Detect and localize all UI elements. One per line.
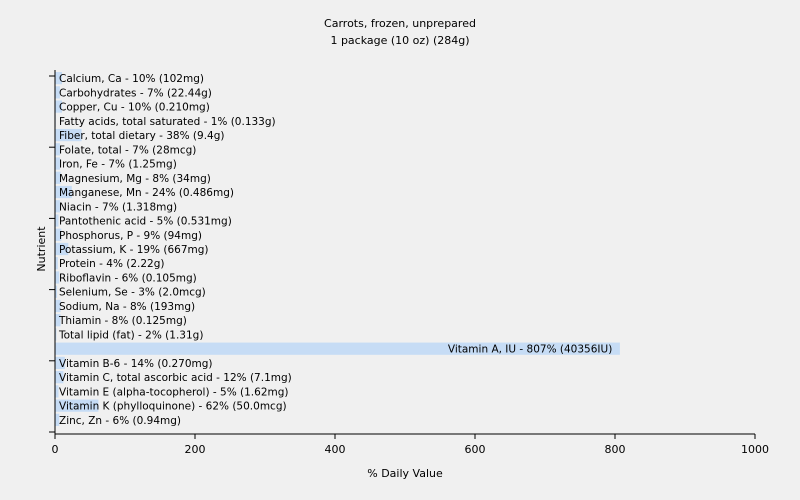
bar (55, 157, 60, 170)
bar (55, 314, 61, 327)
bar-label: Fiber, total dietary - 38% (9.4g) (59, 130, 224, 142)
x-tick-label: 1000 (741, 443, 769, 456)
bar-label: Copper, Cu - 10% (0.210mg) (59, 102, 210, 114)
bar-label: Iron, Fe - 7% (1.25mg) (59, 159, 177, 171)
bar (55, 385, 59, 398)
chart-subtitle: 1 package (10 oz) (284g) (330, 34, 469, 47)
bars-group: Calcium, Ca - 10% (102mg) Carbohydrates -… (55, 72, 620, 427)
bar-label: Vitamin B-6 - 14% (0.270mg) (59, 358, 213, 370)
bar-label: Vitamin K (phylloquinone) - 62% (50.0mcg… (59, 401, 287, 413)
bar (55, 86, 60, 99)
bar-label: Calcium, Ca - 10% (102mg) (59, 73, 204, 85)
bar (55, 285, 58, 298)
bar-label: Phosphorus, P - 9% (94mg) (59, 230, 202, 242)
axes-group: 0 200 400 600 800 1000 (49, 70, 769, 456)
bar (55, 257, 58, 270)
bar-label: Sodium, Na - 8% (193mg) (59, 301, 195, 313)
bar (55, 200, 60, 213)
bar (55, 72, 62, 85)
bar-label: Folate, total - 7% (28mcg) (59, 144, 196, 156)
bar (55, 185, 72, 199)
bar-label: Potassium, K - 19% (667mg) (59, 244, 209, 256)
bar (55, 342, 620, 355)
bar-label: Selenium, Se - 3% (2.0mcg) (59, 287, 206, 299)
bar (55, 128, 82, 142)
bar (55, 413, 60, 426)
bar (55, 100, 62, 113)
bar-label: Vitamin C, total ascorbic acid - 12% (7.… (59, 372, 292, 384)
bar-label: Riboflavin - 6% (0.105mg) (59, 272, 197, 284)
x-tick-label: 200 (185, 443, 206, 456)
bar (55, 271, 60, 284)
bar (55, 299, 61, 313)
chart-title: Carrots, frozen, unprepared (324, 17, 476, 30)
x-tick-label: 600 (465, 443, 486, 456)
bar (55, 214, 59, 227)
bar-label: Pantothenic acid - 5% (0.531mg) (59, 216, 232, 228)
bar-label: Protein - 4% (2.22g) (59, 258, 165, 270)
x-tick-label: 0 (52, 443, 59, 456)
x-axis-label: % Daily Value (367, 467, 443, 480)
bar-label: Magnesium, Mg - 8% (34mg) (59, 173, 211, 185)
bar-label: Vitamin A, IU - 807% (40356IU) (448, 344, 612, 356)
bar (55, 143, 60, 156)
x-tick-label: 800 (605, 443, 626, 456)
bar-label: Thiamin - 8% (0.125mg) (58, 315, 187, 327)
bar-label: Niacin - 7% (1.318mg) (59, 201, 177, 213)
bar (55, 356, 65, 370)
bar (55, 171, 61, 184)
bar-label: Vitamin E (alpha-tocopherol) - 5% (1.62m… (59, 386, 289, 398)
bar-label: Fatty acids, total saturated - 1% (0.133… (59, 116, 276, 128)
bar (55, 242, 69, 256)
bar-label: Total lipid (fat) - 2% (1.31g) (58, 329, 203, 341)
y-axis-label: Nutrient (35, 226, 48, 272)
bar-label: Carbohydrates - 7% (22.44g) (59, 87, 212, 99)
bar (55, 328, 57, 341)
x-tick-label: 400 (325, 443, 346, 456)
bar-label: Zinc, Zn - 6% (0.94mg) (59, 415, 181, 427)
bar (55, 228, 62, 241)
bar-label: Manganese, Mn - 24% (0.486mg) (59, 187, 234, 199)
bar (55, 399, 99, 412)
bar (55, 371, 64, 384)
